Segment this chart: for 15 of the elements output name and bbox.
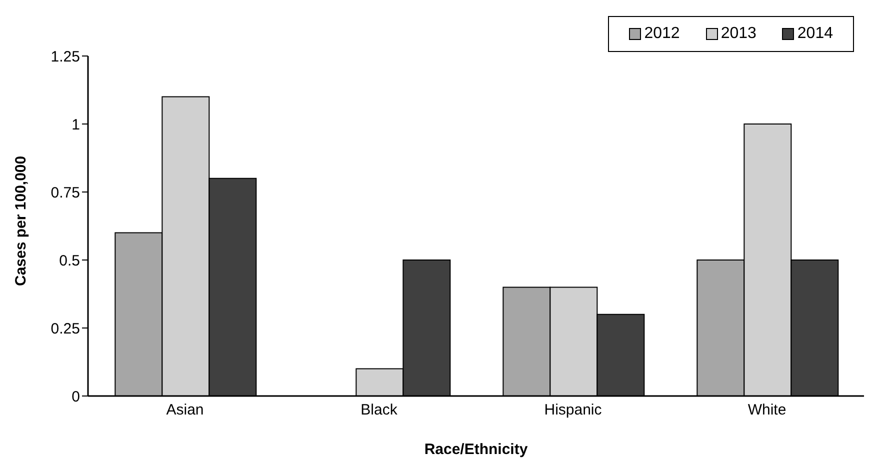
x-tick-label: Black	[360, 402, 398, 419]
y-tick-label: 0.25	[50, 320, 80, 338]
y-axis-title: Cases per 100,000	[12, 156, 30, 286]
legend-label: 2014	[796, 25, 833, 43]
y-tick-label: 0.5	[59, 252, 80, 270]
y-tick-label: 1.25	[50, 48, 80, 66]
x-tick-label: Asian	[166, 402, 204, 419]
x-tick-label: Hispanic	[544, 402, 602, 419]
legend-label: 2013	[720, 25, 756, 43]
x-tick-label: White	[748, 402, 786, 419]
y-tick-label: 0	[72, 388, 80, 406]
legend-label: 2012	[643, 25, 680, 43]
y-tick-label: 0.75	[50, 184, 80, 202]
x-axis-title: Race/Ethnicity	[424, 441, 528, 458]
y-tick-label: 1	[72, 116, 80, 134]
